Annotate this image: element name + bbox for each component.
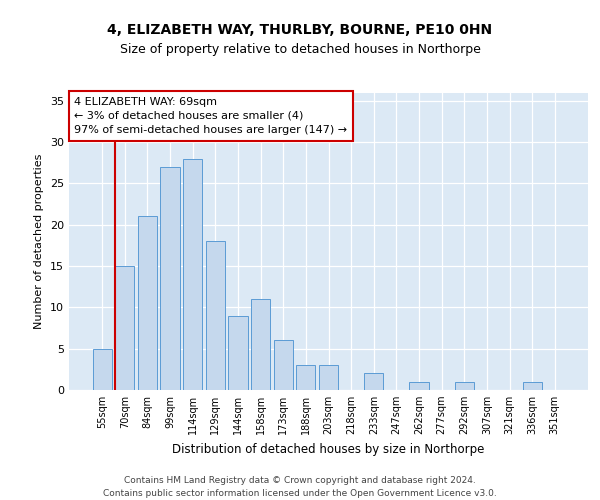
Text: 4 ELIZABETH WAY: 69sqm
← 3% of detached houses are smaller (4)
97% of semi-detac: 4 ELIZABETH WAY: 69sqm ← 3% of detached …	[74, 97, 347, 135]
Text: Contains HM Land Registry data © Crown copyright and database right 2024.
Contai: Contains HM Land Registry data © Crown c…	[103, 476, 497, 498]
Bar	[160, 167, 180, 390]
Bar	[183, 158, 202, 390]
Text: Size of property relative to detached houses in Northorpe: Size of property relative to detached ho…	[119, 42, 481, 56]
Bar	[251, 299, 270, 390]
Bar	[523, 382, 542, 390]
Y-axis label: Number of detached properties: Number of detached properties	[34, 154, 44, 329]
Bar	[319, 365, 338, 390]
Bar	[138, 216, 157, 390]
Bar	[455, 382, 474, 390]
X-axis label: Distribution of detached houses by size in Northorpe: Distribution of detached houses by size …	[172, 442, 485, 456]
Bar	[115, 266, 134, 390]
Bar	[206, 242, 225, 390]
Bar	[229, 316, 248, 390]
Bar	[296, 365, 316, 390]
Bar	[274, 340, 293, 390]
Bar	[409, 382, 428, 390]
Bar	[92, 348, 112, 390]
Text: 4, ELIZABETH WAY, THURLBY, BOURNE, PE10 0HN: 4, ELIZABETH WAY, THURLBY, BOURNE, PE10 …	[107, 22, 493, 36]
Bar	[364, 374, 383, 390]
